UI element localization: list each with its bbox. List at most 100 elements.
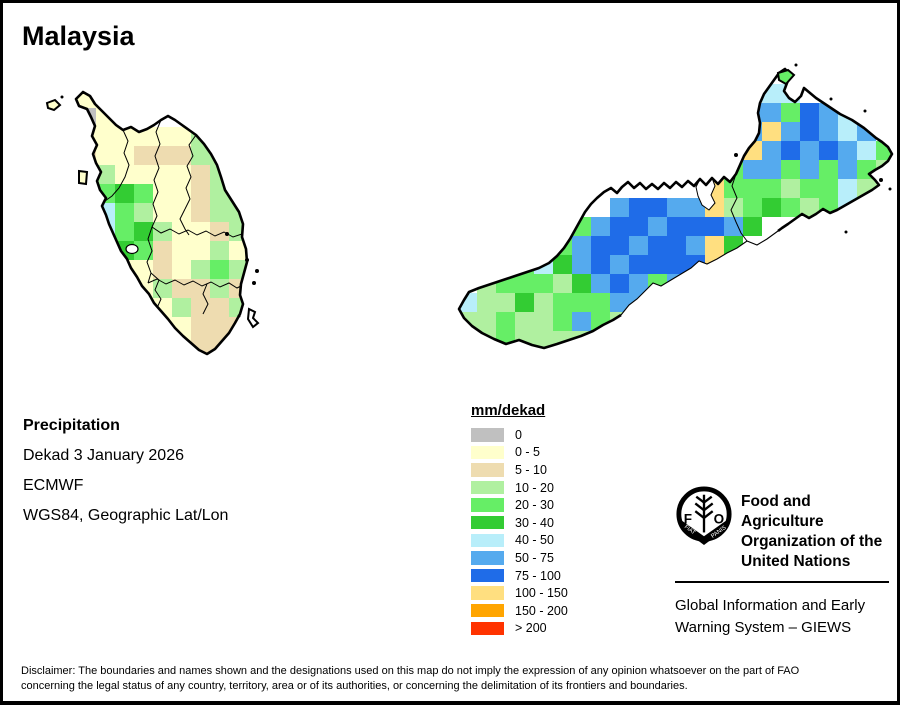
precip-cell	[172, 298, 191, 317]
precip-cell	[857, 160, 876, 179]
precip-cell	[553, 312, 572, 331]
legend-row: 0	[471, 428, 568, 442]
precip-cell	[724, 217, 743, 236]
precip-cell	[591, 331, 610, 348]
fao-letter-o: O	[714, 512, 725, 527]
precip-cell	[610, 255, 629, 274]
legend-swatch	[471, 621, 504, 636]
legend-label: > 200	[515, 621, 547, 636]
info-source: ECMWF	[23, 477, 84, 494]
precip-cell	[743, 179, 762, 198]
precip-cell	[743, 198, 762, 217]
legend-swatch	[471, 480, 504, 495]
info-heading: Precipitation	[23, 417, 120, 434]
precip-cell	[210, 127, 229, 146]
legend-label: 0 - 5	[515, 445, 541, 460]
legend-swatch	[471, 498, 504, 512]
precip-cell	[781, 179, 800, 198]
precip-cell	[762, 103, 781, 122]
fao-org-line: United Nations	[741, 553, 851, 570]
banggi-island	[776, 68, 796, 86]
precip-cell	[838, 122, 857, 141]
island-dot	[225, 232, 229, 236]
legend-swatch	[471, 551, 504, 565]
south-island	[246, 307, 260, 329]
precip-cell	[800, 103, 819, 122]
precip-cell	[153, 184, 172, 203]
precip-cell	[857, 141, 876, 160]
precip-cell	[781, 198, 800, 217]
precip-cell	[629, 274, 648, 293]
precip-cell	[572, 274, 591, 293]
precip-cell	[229, 279, 247, 298]
precip-cell	[724, 141, 743, 160]
precip-cell	[572, 293, 591, 312]
fao-org-line: Food and Agriculture	[741, 493, 824, 530]
legend-label: 5 - 10	[515, 462, 547, 477]
precip-cell	[876, 179, 892, 198]
legend-row: 30 - 40	[471, 516, 568, 530]
precip-cell	[534, 293, 553, 312]
legend-row: > 200	[471, 621, 568, 636]
precip-cell	[838, 179, 857, 198]
precip-cell	[96, 108, 115, 127]
precip-cell	[96, 92, 115, 108]
precip-cell	[781, 122, 800, 141]
disclaimer-line: Disclaimer: The boundaries and names sho…	[21, 665, 800, 677]
precip-cell	[96, 127, 115, 146]
precip-cell	[115, 203, 134, 222]
precip-cell	[172, 241, 191, 260]
precip-cell	[591, 217, 610, 236]
precip-cell	[172, 203, 191, 222]
legend-row: 10 - 20	[471, 481, 568, 495]
precip-cell	[115, 222, 134, 241]
precip-cell	[134, 108, 153, 127]
precip-cell	[191, 127, 210, 146]
precip-cell	[534, 236, 553, 255]
precip-cell	[210, 241, 229, 260]
precip-cell	[96, 146, 115, 165]
precip-cell	[210, 279, 229, 298]
island-dot	[255, 269, 259, 273]
legend-label: 0	[515, 427, 522, 442]
precip-cell	[534, 312, 553, 331]
precip-cell	[705, 255, 724, 274]
precip-cell	[838, 141, 857, 160]
legend-label: 100 - 150	[515, 586, 568, 601]
giews-name: Global Information and Early Warning Sys…	[675, 595, 891, 639]
precip-cell	[667, 255, 686, 274]
legend-row: 40 - 50	[471, 533, 568, 547]
precip-cell	[172, 279, 191, 298]
precip-cell	[210, 203, 229, 222]
legend-label: 30 - 40	[515, 515, 554, 530]
precip-cell	[591, 236, 610, 255]
precip-cell	[553, 274, 572, 293]
legend-swatch	[471, 463, 504, 477]
precip-cell	[610, 198, 629, 217]
legend-swatch	[471, 603, 504, 618]
precip-cell	[153, 127, 172, 146]
precip-cell	[229, 222, 247, 241]
precip-cell	[134, 222, 153, 241]
fao-separator	[675, 581, 889, 583]
legend-row: 50 - 75	[471, 551, 568, 565]
precip-cell	[648, 255, 667, 274]
precip-cell	[781, 103, 800, 122]
island-dot	[879, 178, 883, 182]
east-malaysia-coastline	[457, 67, 894, 350]
precip-cell	[191, 146, 210, 165]
precip-cell	[648, 217, 667, 236]
precip-cell	[134, 298, 153, 317]
precip-cell	[477, 312, 496, 331]
precip-cell	[781, 141, 800, 160]
precip-cell	[629, 198, 648, 217]
precip-cell	[172, 127, 191, 146]
legend-row: 5 - 10	[471, 463, 568, 477]
legend: mm/dekad 0 0 - 5 5 - 10 10 - 20 20 - 30 30 - …	[471, 402, 568, 639]
island-dot	[844, 230, 848, 234]
precip-cell	[667, 198, 686, 217]
precip-cell	[667, 217, 686, 236]
peninsular-coastline	[74, 90, 249, 356]
precip-cell	[210, 260, 229, 279]
precip-cell	[762, 141, 781, 160]
